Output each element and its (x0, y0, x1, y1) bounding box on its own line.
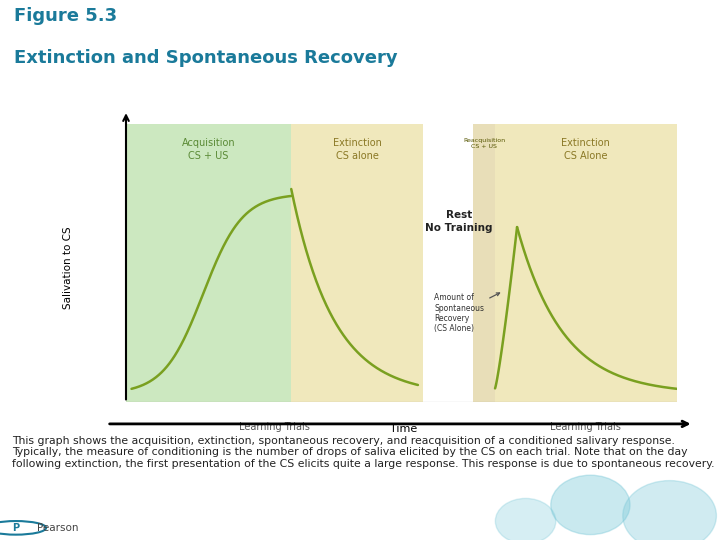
Text: This graph shows the acquisition, extinction, spontaneous recovery, and reacquis: This graph shows the acquisition, extinc… (12, 436, 714, 469)
Text: Amount of
Spontaneous
Recovery
(CS Alone): Amount of Spontaneous Recovery (CS Alone… (434, 293, 500, 333)
Text: Rest
No Training: Rest No Training (426, 210, 493, 233)
Text: Learning Trials: Learning Trials (239, 422, 310, 432)
Text: Figure 5.3: Figure 5.3 (14, 7, 117, 25)
Text: Reacquisition
CS + US: Reacquisition CS + US (463, 138, 505, 149)
Bar (126, 124, 291, 402)
Text: Extinction
CS alone: Extinction CS alone (333, 138, 382, 161)
Text: Salivation to CS: Salivation to CS (63, 226, 73, 309)
Bar (495, 124, 677, 402)
Text: Pearson: Pearson (37, 523, 79, 533)
Text: Time: Time (390, 423, 417, 434)
Text: P: P (12, 523, 19, 533)
Text: Extinction and Spontaneous Recovery: Extinction and Spontaneous Recovery (14, 50, 398, 68)
Bar (423, 124, 473, 402)
Text: Learning Trials: Learning Trials (551, 422, 621, 432)
Text: Extinction
CS Alone: Extinction CS Alone (562, 138, 611, 161)
Bar (473, 124, 495, 402)
Text: Acquisition
CS + US: Acquisition CS + US (182, 138, 235, 161)
Bar (291, 124, 423, 402)
